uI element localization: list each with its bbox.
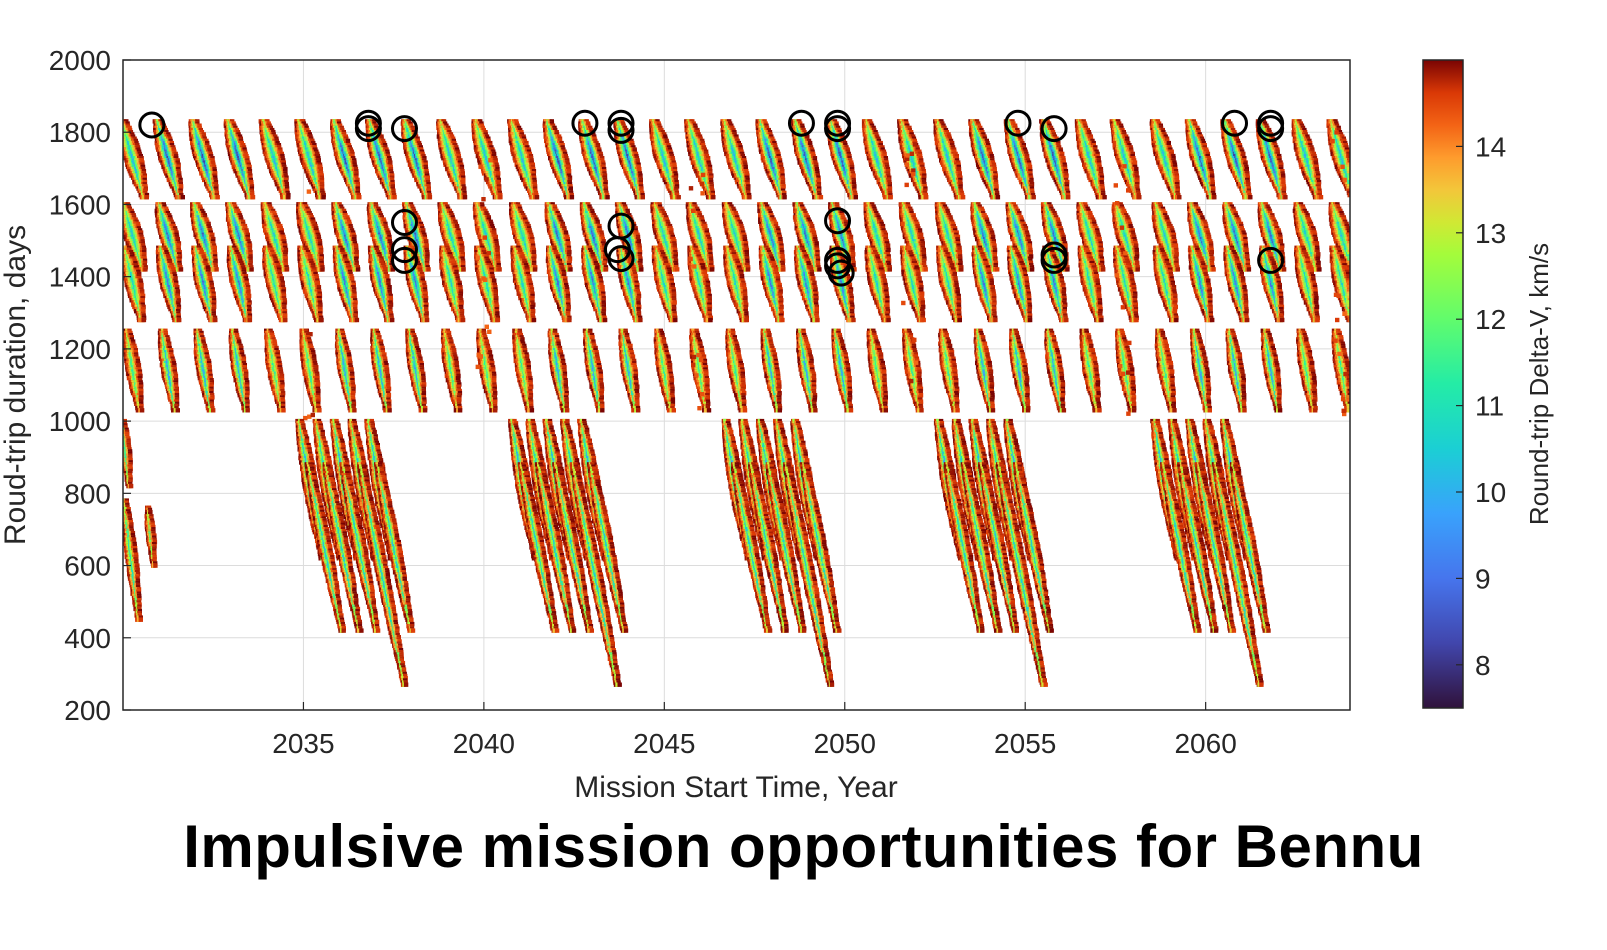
scatter-point — [142, 318, 146, 322]
scatter-point — [177, 318, 181, 322]
scatter-point — [179, 267, 183, 271]
scatter-point — [143, 267, 147, 271]
scatter-point — [140, 408, 144, 412]
scatter-point — [214, 267, 218, 271]
scatter-point — [216, 195, 220, 199]
scatter-point — [145, 195, 149, 199]
scatter-point — [181, 195, 185, 199]
scatter-point — [176, 408, 180, 412]
scatter-point — [213, 318, 217, 322]
